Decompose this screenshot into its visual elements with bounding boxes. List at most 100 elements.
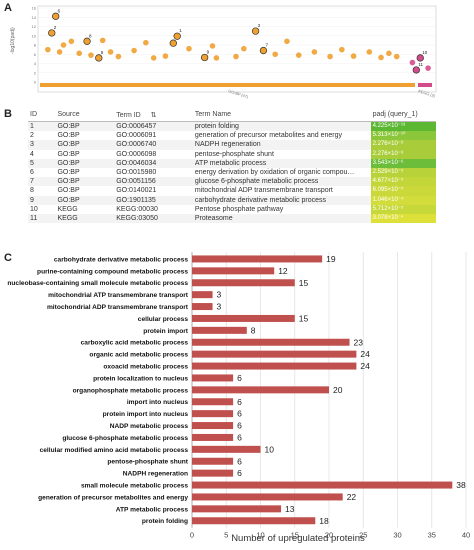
manhattan-highlight-point[interactable] <box>416 54 424 62</box>
manhattan-point[interactable] <box>131 47 137 54</box>
row-term-id: KEGG:00030 <box>116 205 158 213</box>
bar[interactable] <box>192 457 234 465</box>
manhattan-point[interactable] <box>60 42 67 48</box>
table-row[interactable]: 6 GO:BP GO:0015980 energy derivation by oxi… <box>28 167 436 178</box>
manhattan-highlight-point[interactable] <box>52 12 60 20</box>
manhattan-point[interactable] <box>209 43 216 49</box>
bar-category-label: protein import <box>143 328 188 335</box>
manhattan-highlight-point[interactable] <box>173 32 181 40</box>
manhattan-point[interactable] <box>327 53 333 60</box>
bar-xticks: 0 5 10 15 20 25 30 35 40 <box>190 531 470 540</box>
row-padj: 2.529×10⁻⁵ <box>370 167 436 178</box>
manhattan-highlight-point[interactable] <box>169 39 177 47</box>
manhattan-point[interactable] <box>186 45 192 52</box>
manhattan-point[interactable] <box>107 49 114 55</box>
bar[interactable] <box>192 350 357 358</box>
bar[interactable] <box>192 291 213 299</box>
bar[interactable] <box>192 410 234 418</box>
row-padj: 4.225×10⁻¹³ <box>370 121 436 132</box>
bar[interactable] <box>192 314 295 322</box>
bar[interactable] <box>192 362 357 370</box>
manhattan-point[interactable] <box>76 50 82 57</box>
table-row[interactable]: 1 GO:BP GO:0006457 protein folding 4.225×10⁻… <box>28 121 436 132</box>
bar[interactable] <box>192 445 261 453</box>
manhattan-point[interactable] <box>295 52 302 58</box>
manhattan-highlight-point[interactable] <box>83 37 91 45</box>
manhattan-point[interactable] <box>284 38 290 45</box>
manhattan-point[interactable] <box>99 37 106 44</box>
bar[interactable] <box>192 493 343 501</box>
manhattan-point[interactable] <box>45 46 51 53</box>
table-row[interactable]: 5 GO:BP GO:0046034 ATP metabolic process 3.5… <box>28 158 436 168</box>
panel-a-label: A <box>4 2 12 14</box>
table-row[interactable]: 7 GO:BP GO:0051156 glucose 6-phosphate meta… <box>28 177 436 187</box>
bar[interactable] <box>192 398 234 406</box>
manhattan-ytick-label: 6 <box>34 52 37 57</box>
bar[interactable] <box>192 469 234 477</box>
bar[interactable] <box>192 386 329 394</box>
manhattan-point[interactable] <box>115 53 122 60</box>
manhattan-point[interactable] <box>378 54 384 61</box>
table-row[interactable]: 3 GO:BP GO:0006740 NADPH regeneration 2.276×… <box>28 140 436 150</box>
manhattan-point[interactable] <box>88 52 94 58</box>
manhattan-point[interactable] <box>393 53 400 60</box>
table-row[interactable]: 8 GO:BP GO:0140021 mitochondrial ADP transm… <box>28 186 436 196</box>
bar[interactable] <box>192 255 323 263</box>
manhattan-point[interactable] <box>272 51 279 58</box>
manhattan-point[interactable] <box>339 46 345 53</box>
manhattan-point[interactable] <box>409 59 416 66</box>
bar-category-label: nucleobase-containing small molecule met… <box>7 280 188 287</box>
manhattan-point[interactable] <box>311 49 318 55</box>
bar[interactable] <box>192 422 234 430</box>
bar-category-label: protein folding <box>142 518 188 525</box>
bar[interactable] <box>192 517 316 525</box>
manhattan-point[interactable] <box>150 55 157 61</box>
table-row[interactable]: 2 GO:BP GO:0006091 generation of precursor … <box>28 131 436 141</box>
manhattan-point[interactable] <box>350 53 357 59</box>
bar[interactable] <box>192 303 213 311</box>
bar[interactable] <box>192 374 234 382</box>
manhattan-highlight-point[interactable] <box>259 46 268 55</box>
bar[interactable] <box>192 433 234 441</box>
bar-value-label: 23 <box>354 337 364 347</box>
bar[interactable] <box>192 326 247 334</box>
manhattan-point-label: 2 <box>54 25 57 30</box>
bar-value-label: 6 <box>237 373 242 383</box>
manhattan-point[interactable] <box>143 39 149 46</box>
manhattan-point[interactable] <box>213 55 220 61</box>
manhattan-highlight-point[interactable] <box>412 66 420 74</box>
bar-chart-svg: carbohydrate derivative metabolic proces… <box>7 252 470 544</box>
table-row[interactable]: 4 GO:BP GO:0006098 pentose-phosphate shunt 2… <box>28 149 436 159</box>
manhattan-point[interactable] <box>56 49 63 55</box>
bar[interactable] <box>192 267 275 275</box>
manhattan-point[interactable] <box>162 53 169 59</box>
row-id: 5 <box>28 158 56 168</box>
bar-xtick-label: 20 <box>325 531 333 540</box>
bar-value-label: 38 <box>456 480 466 490</box>
table-row[interactable]: 9 GO:BP GO:1901135 carbohydrate derivative … <box>28 195 436 205</box>
table-header-row: ID Source Term ID ⇅ Term Name padj (quer… <box>28 108 436 122</box>
manhattan-highlight-point[interactable] <box>251 27 260 35</box>
bar[interactable] <box>192 338 350 346</box>
kegg-axis-label: KEGG (2) <box>418 88 437 98</box>
table-row[interactable]: 10 KEGG KEGG:00030 Pentose phosphate pathwa… <box>28 204 436 214</box>
bar-category-label: pentose-phosphate shunt <box>107 459 188 466</box>
gobp-track <box>40 83 415 87</box>
sort-icon[interactable]: ⇅ <box>150 111 157 119</box>
manhattan-point[interactable] <box>425 65 431 71</box>
bar[interactable] <box>192 481 453 489</box>
manhattan-ytick-label: 4 <box>34 61 37 66</box>
manhattan-point[interactable] <box>233 53 239 60</box>
manhattan-ytick-label: 12 <box>32 24 37 29</box>
manhattan-highlight-point[interactable] <box>95 54 103 62</box>
row-source: GO:BP <box>57 187 80 195</box>
bar[interactable] <box>192 505 282 513</box>
manhattan-highlight-point[interactable] <box>48 29 56 37</box>
manhattan-point[interactable] <box>68 38 75 45</box>
bar[interactable] <box>192 279 295 287</box>
manhattan-point[interactable] <box>241 45 247 52</box>
manhattan-highlight-point[interactable] <box>200 53 209 62</box>
table-row[interactable]: 11 KEGG KEGG:03050 Proteasome 3.078×10⁻⁴ <box>28 213 436 224</box>
manhattan-point[interactable] <box>386 50 392 57</box>
manhattan-point[interactable] <box>366 49 373 55</box>
